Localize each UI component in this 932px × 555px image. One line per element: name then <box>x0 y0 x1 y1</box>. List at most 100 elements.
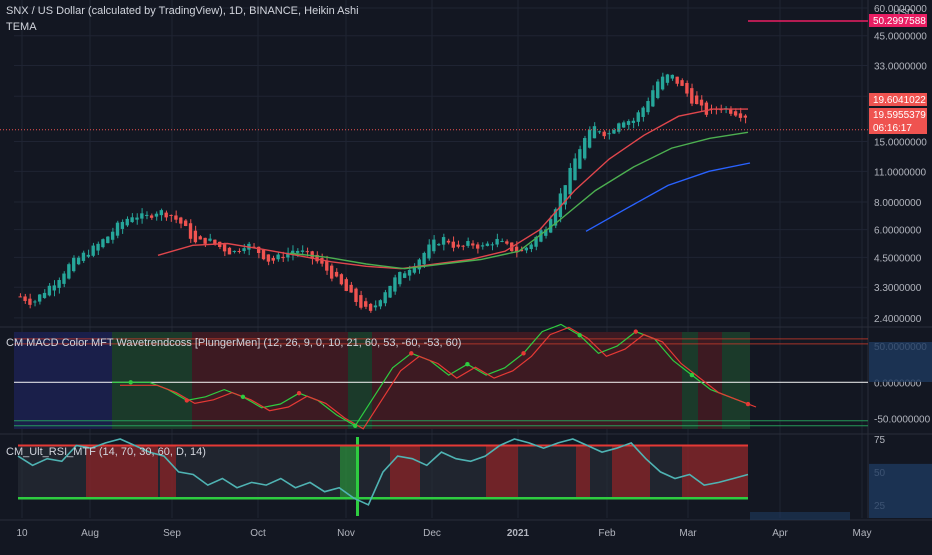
symbol-legend[interactable]: SNX / US Dollar (calculated by TradingVi… <box>6 5 359 17</box>
candle-body <box>125 218 129 226</box>
candle-body <box>621 122 626 128</box>
candle-body <box>325 260 329 271</box>
candle-body <box>76 257 81 265</box>
candle-body <box>524 247 528 251</box>
moving-average-blue <box>585 162 751 232</box>
candle-body <box>398 272 402 285</box>
rsi-overbought-zone <box>486 445 518 499</box>
macd-tick-label: -50.0000000 <box>874 415 931 426</box>
candle-body <box>174 215 178 220</box>
candle-body <box>300 250 305 252</box>
candle-body <box>422 252 426 265</box>
rsi-overbought-zone <box>160 445 176 499</box>
candle-body <box>412 266 417 273</box>
candle-body <box>72 257 76 272</box>
time-tick-label: 10 <box>16 528 28 539</box>
candle-body <box>164 212 168 218</box>
candle-body <box>349 284 353 293</box>
candle-body <box>495 238 499 245</box>
candle-body <box>617 123 621 132</box>
candle-body <box>149 215 154 218</box>
candle-body <box>145 214 149 216</box>
candle-body <box>62 273 66 284</box>
price-tick-label: 11.0000000 <box>874 167 927 178</box>
candle-body <box>553 209 558 226</box>
candle-body <box>188 223 193 239</box>
candle-body <box>656 81 660 98</box>
candle-body <box>193 230 198 243</box>
candle-body <box>368 303 373 311</box>
time-tick-label: Nov <box>337 528 355 539</box>
rsi-overbought-zone <box>576 445 590 499</box>
candle-body <box>446 240 451 243</box>
candle-body <box>42 292 47 298</box>
rsi-oversold-marker <box>356 437 359 516</box>
candle-body <box>305 251 309 253</box>
rsi-overbought-zone <box>86 445 158 499</box>
candle-body <box>573 158 577 181</box>
price-tick-label: 60.0000000 <box>874 4 927 15</box>
macd-cross-dot <box>352 423 358 428</box>
macd-cross-dot <box>689 372 695 378</box>
candle-body <box>227 247 232 255</box>
candle-body <box>694 95 699 105</box>
candle-body <box>578 149 582 169</box>
candle-body <box>295 250 300 253</box>
candle-body <box>646 101 650 113</box>
candle-body <box>685 82 689 94</box>
candle-body <box>286 252 290 258</box>
candle-body <box>86 254 90 257</box>
candle-body <box>490 244 494 246</box>
candle-body <box>242 248 246 252</box>
macd-background-zone <box>14 332 112 429</box>
macd-cross-dot <box>128 380 133 385</box>
macd-legend[interactable]: CM MACD Color MFT Wavetrendcoss [Plunger… <box>6 337 462 349</box>
candle-body <box>154 213 159 217</box>
candle-body <box>364 301 368 307</box>
candle-body <box>378 300 382 307</box>
candle-body <box>729 108 733 114</box>
candle-body <box>641 107 645 117</box>
price-tag <box>869 14 927 27</box>
candle-body <box>159 210 163 216</box>
macd-cross-dot <box>521 351 526 356</box>
price-tick-label: 15.0000000 <box>874 137 927 148</box>
candle-body <box>704 102 709 115</box>
candle-body <box>670 74 674 79</box>
macd-background-zone <box>722 332 750 429</box>
rsi-legend[interactable]: CM_Ult_RSI_MTF (14, 70, 30, 60, D, 14) <box>6 446 206 458</box>
rsi-overbought-zone <box>612 445 650 499</box>
macd-background-zone <box>682 332 698 429</box>
time-tick-label: Dec <box>423 528 441 539</box>
candle-body <box>130 217 134 223</box>
macd-cross-dot <box>409 351 414 356</box>
candle-body <box>344 279 348 291</box>
candle-body <box>91 245 95 256</box>
candle-body <box>266 254 271 262</box>
macd-cross-dot <box>577 333 582 338</box>
candle-body <box>475 244 480 249</box>
candle-body <box>587 129 592 148</box>
candle-body <box>505 241 509 244</box>
candle-body <box>37 294 42 302</box>
candle-body <box>407 269 412 276</box>
macd-signal-line <box>120 326 757 430</box>
candle-body <box>261 249 266 260</box>
candle-body <box>544 229 548 236</box>
candle-body <box>28 298 32 305</box>
price-tick-label: 45.0000000 <box>874 32 927 43</box>
candle-body <box>665 74 670 83</box>
candle-body <box>276 254 280 260</box>
time-tick-label: Apr <box>772 528 788 539</box>
candle-body <box>660 76 665 90</box>
rsi-oversold-zone <box>340 445 356 499</box>
macd-cross-dot <box>633 329 638 334</box>
candle-body <box>651 90 655 107</box>
tema-legend[interactable]: TEMA <box>6 21 37 33</box>
candle-body <box>33 301 37 303</box>
candle-body <box>733 111 738 116</box>
candle-body <box>334 271 339 277</box>
candle-body <box>592 126 597 139</box>
